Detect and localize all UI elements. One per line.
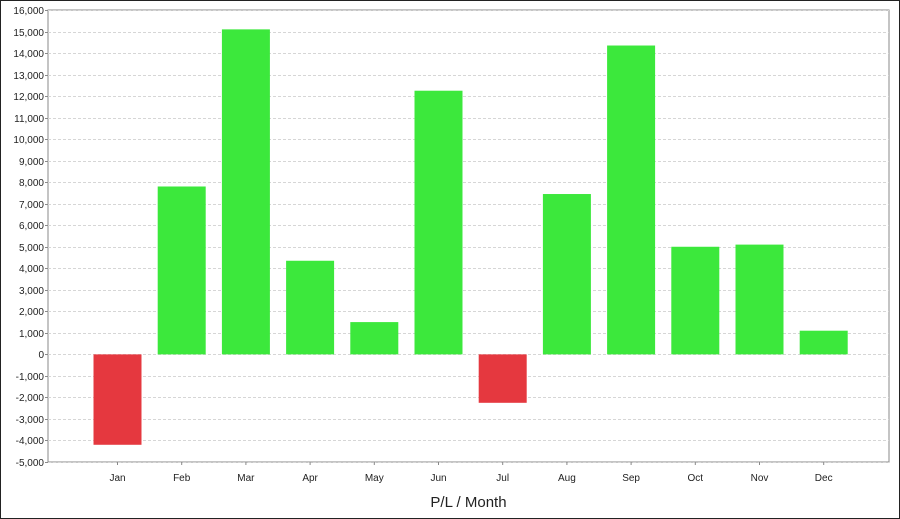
y-tick-label: -4,000 (16, 436, 45, 447)
bar-dec (799, 330, 848, 355)
x-tick-label: May (365, 473, 384, 484)
bars (93, 29, 848, 445)
y-tick-label: 2,000 (19, 307, 44, 318)
bar-sep (607, 45, 656, 355)
y-tick-label: 8,000 (19, 178, 44, 189)
x-tick-label: Sep (622, 473, 640, 484)
y-tick-label: -5,000 (16, 458, 45, 469)
y-tick-label: 5,000 (19, 243, 44, 254)
y-tick-label: 6,000 (19, 221, 44, 232)
bar-feb (157, 186, 206, 355)
x-tick-label: Nov (751, 473, 769, 484)
bar-may (350, 322, 399, 355)
x-tick-label: Oct (688, 473, 704, 484)
bar-oct (671, 246, 720, 355)
y-tick-label: 1,000 (19, 329, 44, 340)
y-tick-label: -1,000 (16, 372, 45, 383)
y-tick-label: 10,000 (13, 135, 44, 146)
bar-jul (478, 354, 527, 403)
x-tick-label: Dec (815, 473, 833, 484)
x-tick-label: Aug (558, 473, 576, 484)
bar-nov (735, 244, 784, 355)
x-tick-label: Jul (496, 473, 509, 484)
x-tick-label: Mar (237, 473, 255, 484)
y-tick-label: 11,000 (14, 114, 44, 125)
y-axis: 16,000 15,000 14,000 13,000 12,000 11,000 10,0… (13, 6, 48, 469)
x-axis-title: P/L / Month (430, 494, 506, 511)
y-tick-label: 15,000 (13, 28, 44, 39)
y-tick-label: 12,000 (13, 92, 44, 103)
y-tick-label: 16,000 (13, 6, 44, 17)
bar-jan (93, 354, 142, 445)
y-tick-label: 0 (38, 350, 44, 361)
x-axis: Jan Feb Mar Apr May Jun Jul Aug Sep Oct Nov Dec (109, 462, 833, 484)
x-tick-label: Feb (173, 473, 191, 484)
y-tick-label: 9,000 (19, 157, 44, 168)
x-tick-label: Apr (302, 473, 318, 484)
y-tick-label: 7,000 (19, 200, 44, 211)
x-tick-label: Jun (430, 473, 446, 484)
bar-jun (414, 90, 463, 355)
y-tick-label: 13,000 (13, 71, 44, 82)
y-tick-label: 4,000 (19, 264, 44, 275)
bar-mar (221, 29, 270, 355)
x-tick-label: Jan (109, 473, 125, 484)
y-tick-label: -3,000 (16, 415, 45, 426)
bar-aug (542, 194, 591, 355)
y-tick-label: 3,000 (19, 286, 44, 297)
y-tick-label: -2,000 (16, 393, 45, 404)
bar-apr (286, 260, 335, 355)
y-tick-label: 14,000 (13, 49, 44, 60)
